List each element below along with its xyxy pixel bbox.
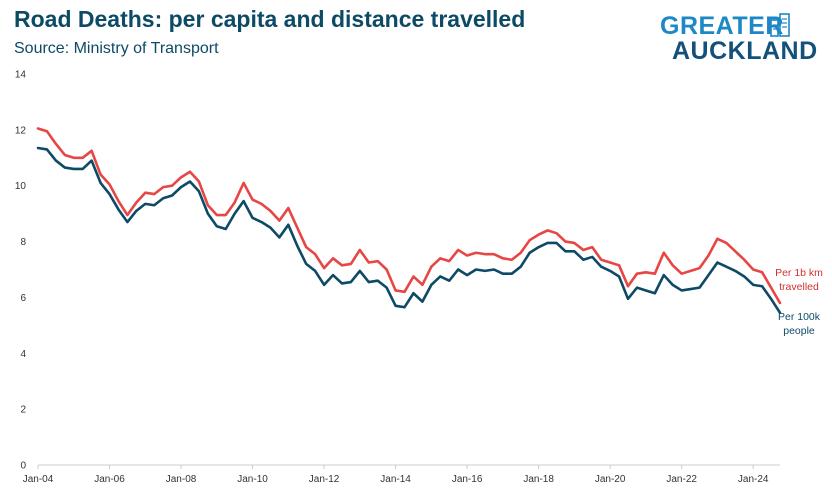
y-tick-label: 10 [15,181,27,192]
x-tick-label: Jan-18 [523,474,554,485]
y-tick-label: 4 [20,349,26,360]
x-tick-label: Jan-12 [309,474,340,485]
x-tick-label: Jan-10 [237,474,268,485]
y-tick-label: 0 [20,461,26,472]
chart-title: Road Deaths: per capita and distance tra… [14,6,526,32]
series-line-per-km [36,127,782,305]
series-label-per-capita-line1: Per 100k [777,311,821,323]
y-tick-label: 6 [20,293,26,304]
series-label-per-km-line1: Per 1b km [775,267,823,279]
y-tick-label: 2 [20,405,26,416]
x-tick-label: Jan-22 [666,474,697,485]
x-tick-label: Jan-06 [94,474,125,485]
chart-subtitle: Source: Ministry of Transport [14,40,219,57]
series-label-per-capita: Per 100k people [770,310,828,338]
x-tick-label: Jan-14 [380,474,411,485]
y-tick-label: 14 [15,70,27,81]
logo-line-2: AUCKLAND [672,37,818,65]
greater-auckland-logo: GREATER AUCKLAND [660,12,820,64]
x-tick-label: Jan-04 [23,474,54,485]
x-tick-label: Jan-20 [595,474,626,485]
logo-line-1: GREATER [660,12,784,40]
x-tick-label: Jan-08 [166,474,197,485]
series-label-per-km: Per 1b km travelled [770,266,828,294]
series-label-per-capita-line2: people [783,325,815,337]
series-label-per-km-line2: travelled [779,281,819,293]
x-tick-label: Jan-24 [738,474,769,485]
city-skyline-icon [770,13,790,37]
series-line-per-capita [36,146,782,315]
y-tick-label: 8 [20,237,26,248]
y-tick-label: 12 [15,125,27,136]
x-tick-label: Jan-16 [452,474,483,485]
